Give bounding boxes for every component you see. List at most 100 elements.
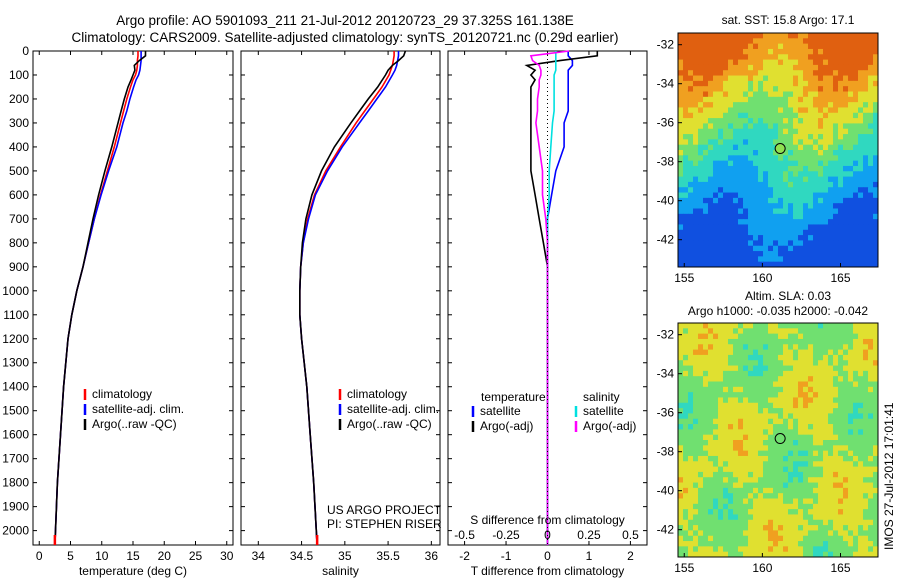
depth-tick-label: 600	[9, 188, 29, 202]
sla-map-cell	[853, 402, 859, 409]
sst-map-cell	[773, 150, 779, 156]
sla-map-cell	[733, 392, 739, 398]
sst-map-cell	[698, 86, 704, 92]
temperature-profile-xtick-label: 30	[220, 549, 234, 563]
sla-map-cell	[753, 450, 759, 457]
sla-map-cell	[798, 525, 804, 531]
sla-map-cell	[823, 434, 829, 441]
sla-map-cell	[738, 333, 744, 340]
sst-map-cell	[763, 208, 769, 215]
sla-map-cell	[853, 487, 859, 494]
sla-map-cell	[703, 455, 709, 462]
sla-map-cell	[833, 418, 839, 425]
sst-map-cell	[803, 251, 809, 257]
sst-map-cell	[748, 80, 754, 87]
sst-map-cell	[683, 224, 689, 231]
sla-map-cell	[778, 525, 784, 531]
sst-map-cell	[853, 134, 859, 140]
sst-map-cell	[743, 251, 749, 257]
sst-map-cell	[693, 219, 699, 225]
sst-map-cell	[693, 80, 699, 87]
sst-map-cell	[683, 54, 689, 60]
sst-map-cell	[743, 91, 749, 98]
sla-map-cell	[833, 397, 839, 404]
depth-tick-label: 400	[9, 140, 29, 154]
sst-map-cell	[728, 176, 734, 183]
sst-map-cell	[698, 181, 704, 188]
sst-map-cell	[863, 80, 869, 87]
sst-map-cell	[858, 86, 864, 92]
sla-map-cell	[868, 461, 874, 467]
sst-map-cell	[858, 251, 864, 257]
sla-map-cell	[833, 525, 839, 531]
sla-map-cell	[688, 551, 694, 558]
sla-map-cell	[818, 493, 824, 499]
sla-map-cell	[723, 323, 729, 329]
sst-map-cell	[798, 187, 804, 193]
sst-map-cell	[828, 70, 834, 76]
sla-map-cell	[843, 493, 849, 499]
sst-map-cell	[818, 160, 824, 167]
sst-map-cell	[778, 38, 784, 45]
sla-map-cell	[718, 493, 724, 499]
sst-map-cell	[803, 59, 809, 66]
sst-map-cell	[868, 123, 874, 130]
sla-map-cell	[693, 429, 699, 436]
sst-map-cell	[728, 235, 734, 241]
sla-map-cell	[748, 461, 754, 467]
sst-map-cell	[863, 134, 869, 140]
sla-map-cell	[723, 445, 729, 452]
sst-map-cell	[818, 59, 824, 66]
sla-map-cell	[778, 440, 784, 446]
sla-map-cell	[763, 503, 769, 510]
sla-map-cell	[698, 402, 704, 409]
sst-map-cell	[753, 181, 759, 188]
sst-map-cell	[783, 139, 789, 146]
sst-map-cell	[828, 48, 834, 55]
sst-map-cell	[758, 165, 764, 172]
sla-map-cell	[863, 535, 869, 542]
sla-map-cell	[773, 360, 779, 366]
sst-map-cell	[703, 144, 709, 151]
sla-map-cell	[863, 418, 869, 425]
difference-profile-series-3	[529, 50, 570, 545]
sst-map-cell	[788, 123, 794, 130]
sst-map-cell	[743, 80, 749, 87]
sst-map-cell	[763, 224, 769, 231]
sst-map-cell	[783, 48, 789, 55]
sla-map-cell	[763, 466, 769, 473]
sla-map-cell	[848, 519, 854, 526]
sla-map-cell	[803, 445, 809, 452]
sst-map-cell	[768, 86, 774, 92]
sla-map-cell	[738, 493, 744, 499]
sla-map-cell	[783, 376, 789, 382]
sst-map-cell	[813, 38, 819, 45]
sst-map-cell	[853, 33, 859, 39]
sst-map-cell	[793, 165, 799, 172]
sla-map-cell	[798, 424, 804, 430]
sst-map-cell	[753, 171, 759, 177]
sla-map-cell	[758, 418, 764, 425]
sla-map-cell	[743, 471, 749, 478]
depth-tick-label: 2000	[2, 524, 29, 538]
sst-map-cell	[848, 123, 854, 130]
sst-map-cell	[823, 86, 829, 92]
sst-map-cell	[783, 197, 789, 204]
sst-map-cell	[678, 128, 684, 135]
sla-map-cell	[768, 354, 774, 361]
sst-map-cell	[788, 160, 794, 167]
depth-tick-label: 1600	[2, 428, 29, 442]
sst-map-cell	[798, 203, 804, 209]
sst-map-cell	[708, 59, 714, 66]
sst-map-cell	[853, 80, 859, 87]
sla-map-cell	[678, 450, 684, 457]
sst-map-cell	[873, 187, 879, 193]
sst-map-cell	[783, 107, 789, 114]
sla-map-cell	[843, 535, 849, 542]
sla-map-cell	[783, 370, 789, 377]
sla-map-cell	[683, 450, 689, 457]
sla-map-cell	[858, 418, 864, 425]
sla-map-cell	[843, 323, 849, 329]
sst-map-cell	[813, 107, 819, 114]
sst-map-cell	[868, 144, 874, 151]
